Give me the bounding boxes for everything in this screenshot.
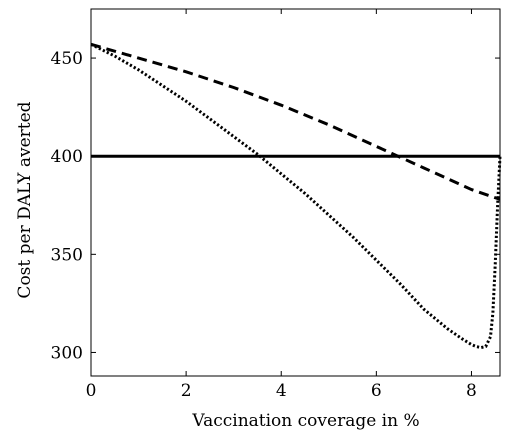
series-line-dashed bbox=[90, 42, 501, 201]
ticks: 0 2 4 6 8 300 350 400 450 bbox=[51, 9, 500, 401]
x-tick-label: 0 bbox=[86, 381, 97, 401]
x-axis-label: Vaccination coverage in % bbox=[191, 411, 419, 431]
series-line-dotted bbox=[90, 42, 502, 350]
y-tick-label: 400 bbox=[51, 147, 83, 167]
plot-lines bbox=[90, 42, 502, 350]
y-tick-label: 300 bbox=[51, 343, 83, 363]
x-tick-label: 4 bbox=[276, 381, 287, 401]
x-tick-label: 8 bbox=[466, 381, 477, 401]
plot-frame bbox=[90, 8, 501, 377]
y-tick-label: 450 bbox=[51, 49, 83, 69]
axes bbox=[90, 8, 501, 377]
y-axis-label: Cost per DALY averted bbox=[15, 101, 35, 298]
x-tick-label: 6 bbox=[371, 381, 382, 401]
x-tick-label: 2 bbox=[181, 381, 192, 401]
y-tick-label: 350 bbox=[51, 245, 83, 265]
